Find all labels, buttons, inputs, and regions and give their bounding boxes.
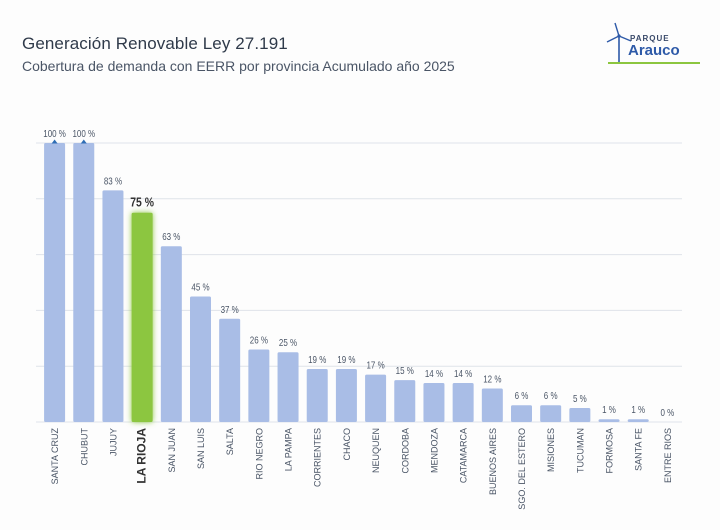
value-label: 26 %	[250, 335, 268, 346]
x-tick-label: CATAMARCA	[459, 428, 469, 483]
x-tick-label: SANTA CRUZ	[50, 428, 60, 485]
logo-text-arauco: Arauco	[628, 42, 680, 59]
bar-sgo-del-estero	[511, 405, 532, 422]
x-tick-label: NEUQUEN	[371, 428, 381, 473]
value-label: 1 %	[602, 404, 616, 415]
wind-turbine-icon	[606, 22, 632, 62]
value-label: 63 %	[162, 231, 180, 242]
bar-san-juan	[160, 246, 182, 422]
value-label: 1 %	[631, 404, 645, 415]
x-tick-label: BUENOS AIRES	[488, 428, 498, 495]
bar-chubut	[73, 143, 95, 422]
logo-underline	[608, 62, 700, 64]
bar-buenos-aires	[481, 388, 503, 422]
value-label: 83 %	[104, 176, 122, 187]
value-label: 6 %	[515, 390, 529, 401]
x-tick-label: RIO NEGRO	[254, 428, 264, 480]
value-label: 19 %	[337, 354, 355, 365]
bar-neuquen	[365, 374, 387, 422]
x-tick-label: CHACO	[342, 428, 352, 461]
value-label: 17 %	[366, 360, 384, 371]
bars	[44, 139, 649, 422]
value-label: 5 %	[573, 393, 587, 404]
value-label: 100 %	[72, 128, 95, 139]
x-tick-label: CORDOBA	[400, 428, 410, 474]
bar-la-pampa	[277, 352, 299, 422]
bar-formosa	[598, 419, 620, 422]
x-tick-label: LA PAMPA	[284, 428, 294, 471]
x-tick-label: SAN LUIS	[196, 428, 206, 469]
bar-la-rioja	[131, 212, 153, 422]
x-tick-label: FORMOSA	[605, 428, 615, 474]
bar-jujuy	[102, 190, 124, 422]
value-label: 6 %	[544, 390, 558, 401]
value-label: 75 %	[130, 196, 154, 210]
value-label: 25 %	[279, 337, 297, 348]
value-label: 15 %	[396, 365, 414, 376]
value-label: 0 %	[661, 407, 675, 418]
overflow-marker	[80, 139, 87, 144]
value-label: 37 %	[221, 304, 239, 315]
value-labels: 100 % 100 % 83 % 75 % 63 % 45 % 37 % 26 % 25 % 19…	[43, 128, 674, 418]
parque-arauco-logo: PARQUE Arauco	[604, 22, 704, 70]
bar-misiones	[540, 405, 562, 422]
x-tick-label: LA RIOJA	[135, 428, 149, 484]
bar-santa-cruz	[44, 143, 66, 422]
chart-title: Generación Renovable Ley 27.191	[22, 34, 288, 53]
bar-mendoza	[423, 382, 445, 422]
bar-catamarca	[452, 382, 474, 422]
x-tick-label: TUCUMAN	[575, 428, 585, 473]
x-tick-label: SGO. DEL ESTERO	[517, 428, 527, 510]
x-tick-label: JUJUY	[108, 428, 118, 456]
x-tick-label: SALTA	[225, 428, 235, 455]
logo-text-parque: PARQUE	[630, 34, 670, 43]
x-tick-label: SAN JUAN	[167, 428, 177, 473]
value-label: 14 %	[454, 368, 472, 379]
bar-corrientes	[306, 368, 328, 422]
value-label: 100 %	[43, 128, 66, 139]
bar-cordoba	[394, 380, 416, 422]
bar-santa-fe	[627, 419, 649, 422]
x-tick-labels: SANTA CRUZ CHUBUT JUJUY LA RIOJA SAN JUAN SAN…	[50, 427, 673, 509]
bar-tucuman	[569, 408, 591, 422]
x-tick-label: MISIONES	[546, 428, 556, 472]
value-label: 12 %	[483, 374, 501, 385]
x-tick-label: SANTA FE	[634, 428, 644, 471]
value-label: 45 %	[191, 282, 209, 293]
value-label: 14 %	[425, 368, 443, 379]
bar-salta	[219, 318, 241, 422]
x-tick-label: CHUBUT	[79, 427, 89, 465]
overflow-marker	[51, 139, 58, 144]
bar-san-luis	[190, 296, 211, 422]
value-label: 19 %	[308, 354, 326, 365]
bar-chaco	[335, 368, 357, 422]
bar-rio-negro	[248, 349, 270, 422]
x-tick-label: MENDOZA	[429, 428, 439, 473]
x-tick-label: CORRIENTES	[313, 428, 323, 487]
chart-subtitle: Cobertura de demanda con EERR por provin…	[22, 58, 455, 74]
x-tick-label: ENTRE RIOS	[663, 428, 673, 483]
